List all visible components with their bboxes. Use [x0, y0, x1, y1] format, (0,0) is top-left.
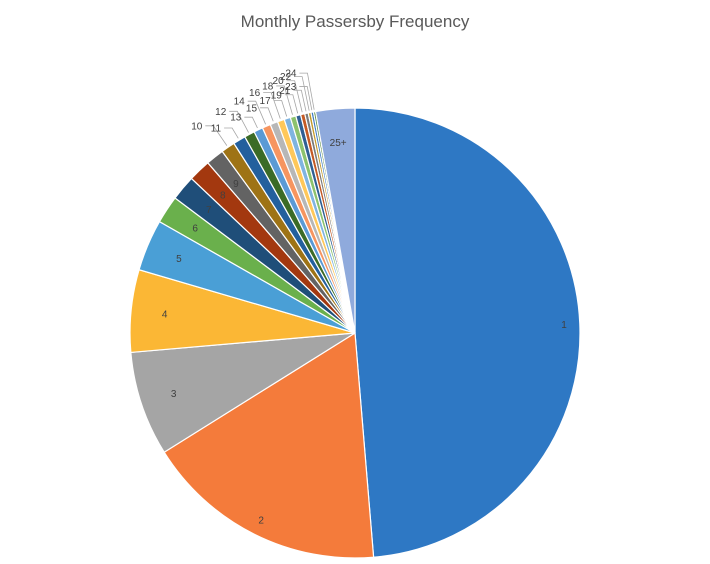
leader-line-18	[276, 85, 293, 115]
slice-label-12: 12	[215, 107, 227, 118]
leader-line-20	[286, 80, 303, 113]
leader-line-23	[299, 86, 313, 111]
leader-line-10	[205, 125, 228, 146]
slice-label-17: 17	[260, 96, 272, 107]
pie-slice-1	[354, 107, 581, 558]
slice-label-15: 15	[246, 103, 258, 114]
slice-label-2: 2	[258, 516, 264, 527]
slice-label-6: 6	[192, 224, 198, 235]
leader-line-19	[284, 94, 299, 114]
leader-line-12	[229, 110, 249, 133]
slice-label-21: 21	[279, 86, 291, 97]
leader-lines	[205, 72, 315, 146]
slice-label-1: 1	[561, 320, 567, 331]
slice-label-11: 11	[211, 124, 222, 135]
slice-label-24: 24	[285, 69, 297, 80]
leader-line-11	[224, 127, 239, 139]
leader-line-21	[293, 89, 307, 112]
leader-line-14	[247, 100, 266, 125]
slice-label-9: 9	[233, 179, 239, 190]
slice-label-8: 8	[220, 190, 226, 201]
slice-label-3: 3	[171, 389, 177, 400]
leader-line-16	[263, 92, 281, 119]
leader-line-17	[273, 100, 288, 117]
slice-label-13: 13	[230, 113, 242, 124]
slice-label-7: 7	[206, 205, 212, 216]
slice-label-22: 22	[280, 72, 292, 83]
slice-label-23: 23	[285, 82, 297, 93]
pie-slices	[129, 107, 581, 559]
pie-slice-3	[130, 332, 356, 454]
slice-label-18: 18	[262, 81, 274, 92]
slice-label-25plus: 25+	[330, 138, 347, 149]
leader-line-24	[299, 72, 315, 110]
leader-line-22	[294, 76, 310, 111]
slice-label-16: 16	[249, 88, 261, 99]
pie-slice-2	[163, 331, 375, 559]
chart-title: Monthly Passersby Frequency	[241, 12, 470, 31]
leader-line-13	[244, 116, 258, 129]
pie-slice-25plus	[314, 107, 356, 334]
slice-label-10: 10	[191, 121, 203, 132]
slice-label-4: 4	[162, 310, 168, 321]
slice-label-20: 20	[273, 76, 285, 87]
slice-label-14: 14	[234, 97, 246, 108]
slice-label-5: 5	[176, 254, 182, 265]
leader-line-15	[260, 107, 274, 122]
slice-label-19: 19	[271, 90, 283, 101]
